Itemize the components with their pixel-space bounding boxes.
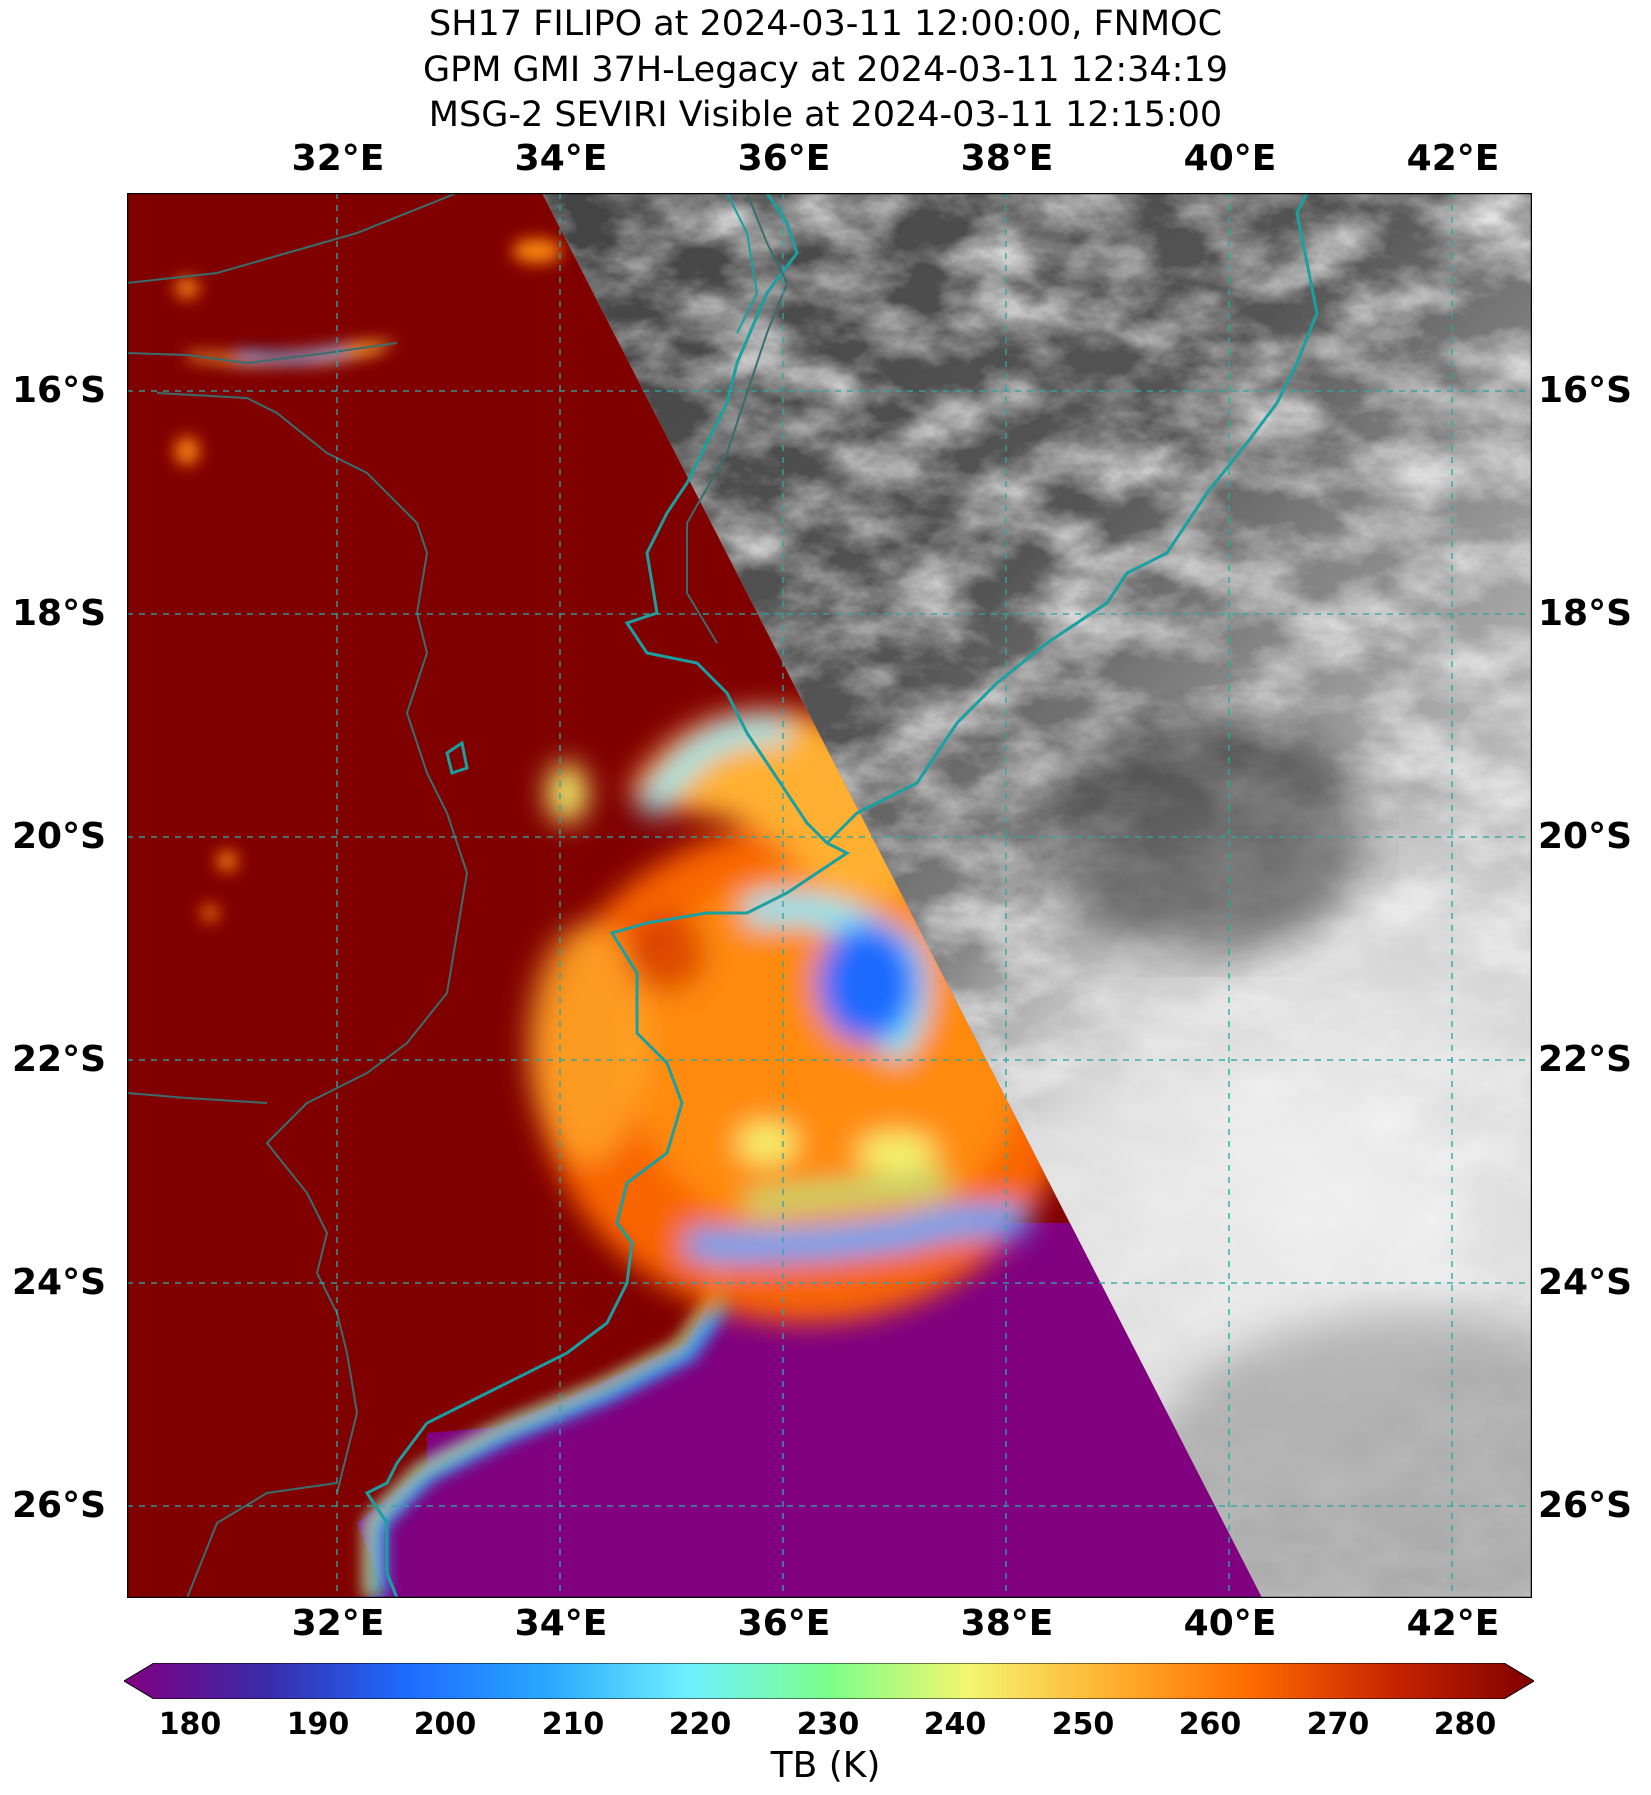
lat-tick-right-20: 20°S <box>1538 816 1633 857</box>
lat-tick-right-22: 22°S <box>1538 1039 1633 1080</box>
lon-tick-top-34: 34°E <box>514 138 608 179</box>
map-frame <box>127 193 1532 1598</box>
colorbar-tick-270: 270 <box>1306 1707 1370 1742</box>
title-line-3: MSG-2 SEVIRI Visible at 2024-03-11 12:15… <box>428 95 1223 135</box>
lon-tick-top-40: 40°E <box>1183 138 1277 179</box>
colorbar-tick-250: 250 <box>1051 1707 1115 1742</box>
lat-tick-right-26: 26°S <box>1538 1485 1633 1526</box>
lon-tick-top-42: 42°E <box>1406 138 1500 179</box>
colorbar-tick-210: 210 <box>541 1707 605 1742</box>
colorbar-tick-200: 200 <box>413 1707 477 1742</box>
colorbar-label: TB (K) <box>770 1745 881 1786</box>
lon-tick-top-32: 32°E <box>291 138 385 179</box>
lat-tick-left-22: 22°S <box>12 1039 107 1080</box>
lon-tick-bottom-36: 36°E <box>737 1603 831 1644</box>
title-line-2: GPM GMI 37H-Legacy at 2024-03-11 12:34:1… <box>423 50 1228 90</box>
lon-tick-bottom-34: 34°E <box>514 1603 608 1644</box>
colorbar <box>124 1663 1534 1699</box>
lat-tick-right-18: 18°S <box>1538 593 1633 634</box>
lon-tick-bottom-40: 40°E <box>1183 1603 1277 1644</box>
lat-tick-left-20: 20°S <box>12 816 107 857</box>
lat-tick-right-16: 16°S <box>1538 370 1633 411</box>
colorbar-tick-180: 180 <box>158 1707 222 1742</box>
colorbar-tick-240: 240 <box>923 1707 987 1742</box>
lon-tick-bottom-32: 32°E <box>291 1603 385 1644</box>
lat-tick-left-24: 24°S <box>12 1262 107 1303</box>
lon-tick-top-38: 38°E <box>960 138 1054 179</box>
title-line-1: SH17 FILIPO at 2024-03-11 12:00:00, FNMO… <box>428 4 1223 44</box>
lon-tick-top-36: 36°E <box>737 138 831 179</box>
coastlines <box>127 193 1319 1598</box>
visible-imagery <box>542 193 1532 1598</box>
colorbar-tick-260: 260 <box>1178 1707 1242 1742</box>
lon-tick-bottom-42: 42°E <box>1406 1603 1500 1644</box>
lat-tick-left-16: 16°S <box>12 370 107 411</box>
satellite-map <box>127 193 1532 1598</box>
lat-tick-left-26: 26°S <box>12 1485 107 1526</box>
colorbar-gradient <box>124 1663 1534 1699</box>
lon-tick-bottom-38: 38°E <box>960 1603 1054 1644</box>
colorbar-tick-220: 220 <box>668 1707 732 1742</box>
lat-tick-left-18: 18°S <box>12 593 107 634</box>
colorbar-tick-190: 190 <box>286 1707 350 1742</box>
lat-tick-right-24: 24°S <box>1538 1262 1633 1303</box>
colorbar-tick-230: 230 <box>796 1707 860 1742</box>
colorbar-tick-280: 280 <box>1433 1707 1497 1742</box>
